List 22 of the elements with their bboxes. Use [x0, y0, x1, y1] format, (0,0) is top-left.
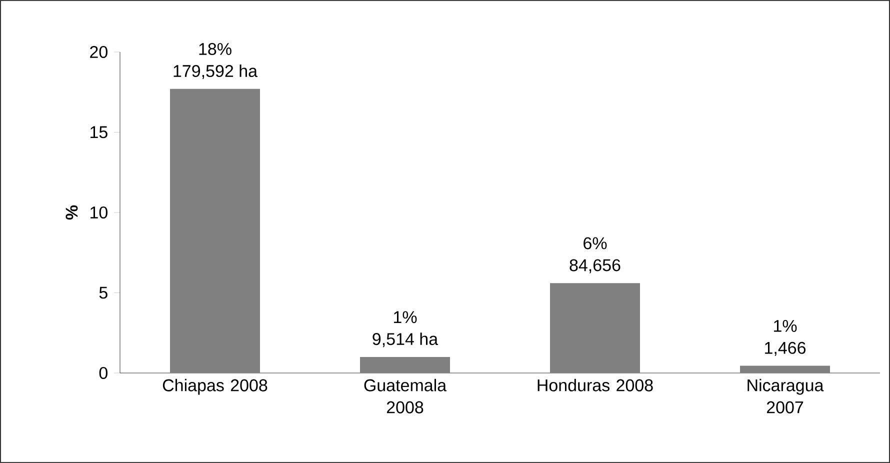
x-tick-label: Chiapas 2008 — [162, 378, 268, 395]
annotation: 1% — [774, 320, 797, 332]
y-tick-label: 20 — [90, 46, 108, 58]
annotation: 1% — [394, 311, 417, 324]
y-tick-label: 5 — [99, 286, 108, 299]
annotation: 9,514 ha — [372, 332, 438, 348]
y-tick-label: 10 — [90, 206, 108, 219]
bar — [360, 356, 450, 373]
y-tick-label: 0 — [99, 366, 108, 380]
x-tick-label: Nicaragua 2007 — [748, 378, 824, 414]
y-tick-label: 15 — [90, 126, 108, 138]
annotation: 6% — [584, 237, 607, 250]
annotation: 18% — [199, 43, 232, 56]
x-tick-label: Guatemala 2008 — [364, 378, 447, 414]
bar — [170, 88, 260, 373]
x-tick-label: Honduras 2008 — [538, 378, 653, 392]
annotation: 179,592 ha — [174, 64, 258, 80]
y-axis-title: % — [66, 205, 78, 220]
annotation: 84,656 — [570, 259, 620, 274]
annotation: 1,466 — [765, 342, 806, 356]
bar — [740, 366, 830, 373]
bar — [550, 283, 640, 373]
